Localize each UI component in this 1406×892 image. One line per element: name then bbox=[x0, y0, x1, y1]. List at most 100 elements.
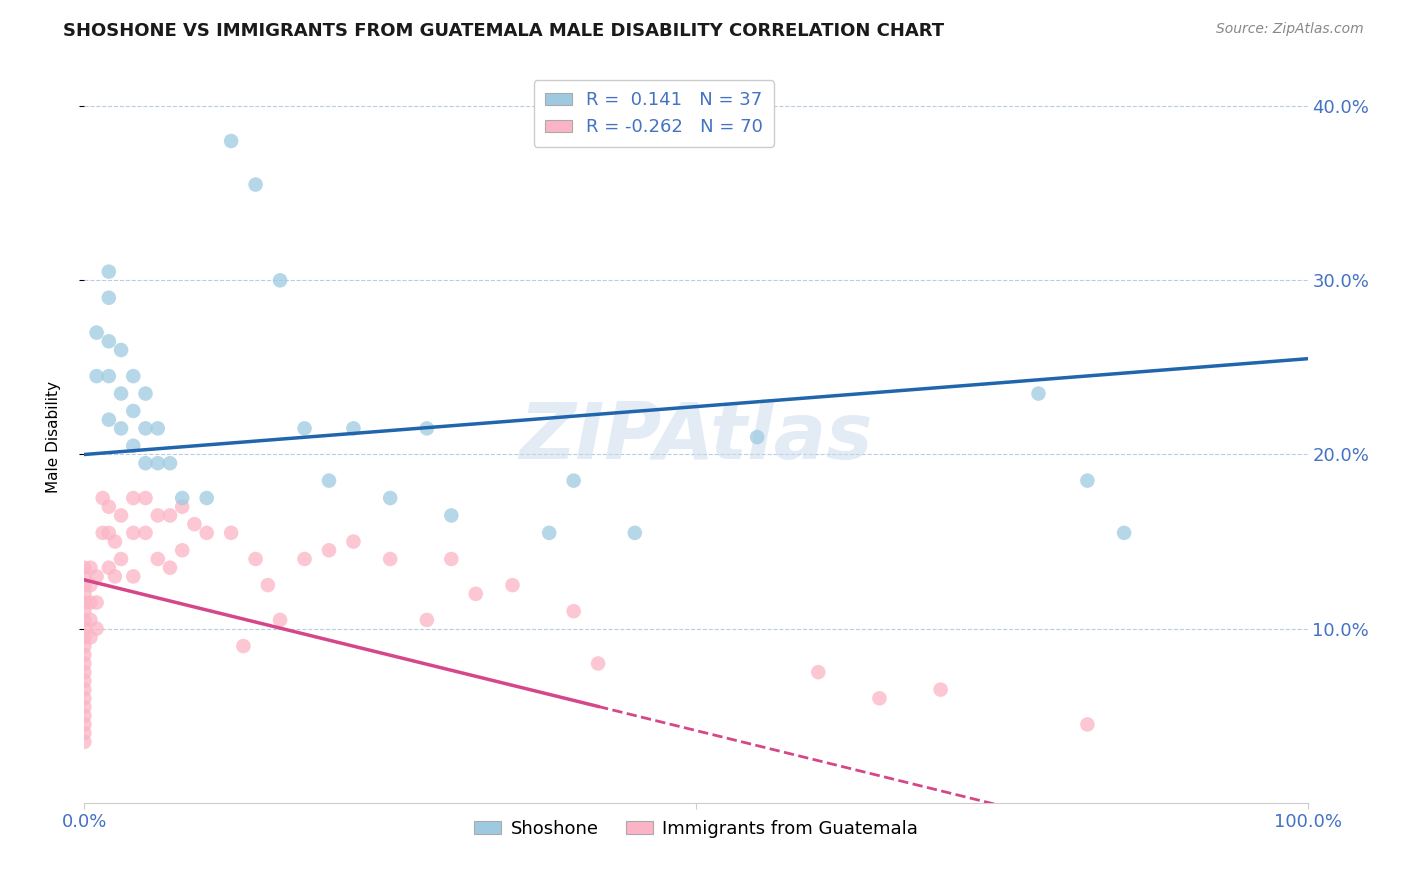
Point bbox=[159, 508, 181, 523]
Point bbox=[807, 665, 830, 680]
Point bbox=[73, 726, 96, 740]
Point bbox=[73, 735, 96, 749]
Point bbox=[146, 552, 169, 566]
Point bbox=[538, 525, 561, 540]
Text: SHOSHONE VS IMMIGRANTS FROM GUATEMALA MALE DISABILITY CORRELATION CHART: SHOSHONE VS IMMIGRANTS FROM GUATEMALA MA… bbox=[63, 22, 945, 40]
Point bbox=[219, 134, 242, 148]
Point bbox=[73, 622, 96, 636]
Point bbox=[380, 552, 402, 566]
Point bbox=[122, 404, 145, 418]
Point bbox=[172, 543, 194, 558]
Point bbox=[318, 543, 340, 558]
Point bbox=[1076, 474, 1098, 488]
Point bbox=[135, 456, 157, 470]
Point bbox=[73, 569, 96, 583]
Point bbox=[73, 673, 96, 688]
Point bbox=[97, 334, 120, 349]
Point bbox=[1114, 525, 1136, 540]
Point bbox=[97, 560, 120, 574]
Point bbox=[97, 412, 120, 426]
Point bbox=[318, 474, 340, 488]
Point bbox=[122, 439, 145, 453]
Point bbox=[172, 500, 194, 514]
Point bbox=[86, 326, 108, 340]
Point bbox=[257, 578, 280, 592]
Y-axis label: Male Disability: Male Disability bbox=[46, 381, 60, 493]
Point bbox=[73, 578, 96, 592]
Point bbox=[97, 265, 120, 279]
Point bbox=[122, 569, 145, 583]
Point bbox=[110, 343, 132, 357]
Legend: Shoshone, Immigrants from Guatemala: Shoshone, Immigrants from Guatemala bbox=[467, 813, 925, 845]
Point bbox=[159, 456, 181, 470]
Point bbox=[195, 491, 218, 505]
Point bbox=[869, 691, 891, 706]
Point bbox=[172, 491, 194, 505]
Point bbox=[73, 717, 96, 731]
Point bbox=[73, 639, 96, 653]
Point bbox=[146, 456, 169, 470]
Point bbox=[86, 569, 108, 583]
Point bbox=[79, 613, 101, 627]
Point bbox=[146, 421, 169, 435]
Point bbox=[586, 657, 609, 671]
Point bbox=[146, 508, 169, 523]
Point bbox=[183, 517, 205, 532]
Point bbox=[624, 525, 647, 540]
Point bbox=[416, 613, 439, 627]
Point bbox=[91, 491, 114, 505]
Point bbox=[562, 474, 585, 488]
Point bbox=[135, 525, 157, 540]
Point bbox=[135, 421, 157, 435]
Point bbox=[97, 291, 120, 305]
Point bbox=[104, 534, 127, 549]
Point bbox=[232, 639, 254, 653]
Point bbox=[294, 552, 316, 566]
Point bbox=[79, 631, 101, 645]
Point bbox=[110, 508, 132, 523]
Point bbox=[1076, 717, 1098, 731]
Point bbox=[73, 657, 96, 671]
Point bbox=[73, 587, 96, 601]
Point bbox=[73, 604, 96, 618]
Point bbox=[73, 648, 96, 662]
Point bbox=[1028, 386, 1050, 401]
Point bbox=[73, 613, 96, 627]
Text: Source: ZipAtlas.com: Source: ZipAtlas.com bbox=[1216, 22, 1364, 37]
Point bbox=[73, 665, 96, 680]
Point bbox=[104, 569, 127, 583]
Point bbox=[502, 578, 524, 592]
Point bbox=[73, 700, 96, 714]
Point bbox=[97, 500, 120, 514]
Point bbox=[73, 595, 96, 609]
Point bbox=[86, 369, 108, 384]
Point bbox=[73, 631, 96, 645]
Point bbox=[135, 491, 157, 505]
Point bbox=[269, 613, 291, 627]
Point bbox=[245, 178, 267, 192]
Point bbox=[380, 491, 402, 505]
Point bbox=[97, 525, 120, 540]
Point bbox=[97, 369, 120, 384]
Point bbox=[464, 587, 486, 601]
Point bbox=[342, 534, 364, 549]
Point bbox=[86, 595, 108, 609]
Point bbox=[110, 552, 132, 566]
Point bbox=[110, 421, 132, 435]
Point bbox=[747, 430, 769, 444]
Point bbox=[440, 552, 463, 566]
Point bbox=[122, 525, 145, 540]
Point bbox=[110, 386, 132, 401]
Point bbox=[269, 273, 291, 287]
Point bbox=[195, 525, 218, 540]
Point bbox=[73, 682, 96, 697]
Point bbox=[79, 560, 101, 574]
Point bbox=[562, 604, 585, 618]
Point bbox=[440, 508, 463, 523]
Point bbox=[219, 525, 242, 540]
Point bbox=[122, 491, 145, 505]
Point bbox=[245, 552, 267, 566]
Point bbox=[135, 386, 157, 401]
Point bbox=[73, 691, 96, 706]
Point bbox=[79, 578, 101, 592]
